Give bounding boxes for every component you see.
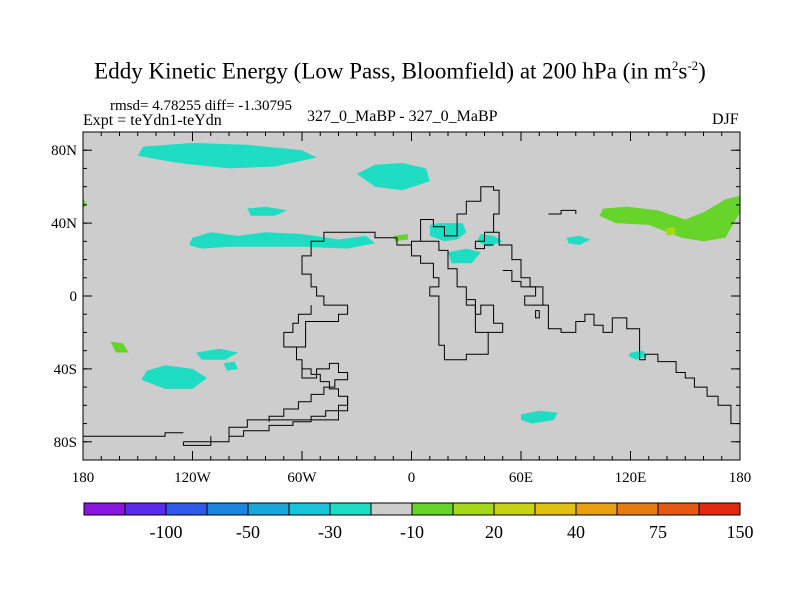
coastline-11 — [466, 299, 504, 333]
chart-title: Eddy Kinetic Energy (Low Pass, Bloomfiel… — [94, 58, 706, 84]
contour-region-southpac-negative-1 — [141, 365, 208, 389]
y-tick-label: 0 — [70, 289, 78, 305]
coastline-8 — [474, 231, 494, 250]
coastline-2 — [268, 362, 349, 422]
colorbar-swatch-3 — [206, 502, 249, 516]
coastline-10 — [535, 310, 540, 319]
coastline-0 — [183, 231, 489, 443]
season-label: DJF — [712, 111, 739, 128]
colorbar-swatch-12 — [575, 502, 618, 516]
colorbar-swatch-11 — [534, 502, 577, 516]
y-tick-label: 40S — [54, 362, 77, 378]
y-tick-label: 40N — [51, 216, 77, 232]
coastline-4 — [83, 432, 184, 437]
colorbar-swatch-10 — [493, 502, 536, 516]
colorbar: -100 -50 -30 -10 20 40 75 150 — [83, 502, 754, 542]
contour-region-southpac-positive — [110, 341, 129, 353]
contour-region-southpac-negative-3 — [223, 361, 239, 371]
x-tick-label: 120W — [174, 470, 212, 486]
contour-region-indian-negative — [628, 350, 647, 360]
colorbar-swatch-8 — [411, 502, 454, 516]
contour-region-southpac-negative-2 — [196, 348, 239, 360]
contour-region-dateline-positive — [83, 197, 87, 209]
contour-region-westpac-inner-positive — [665, 226, 677, 236]
stats-line: rmsd= 4.78255 diff= -1.30795 — [110, 98, 293, 114]
contour-region-na-negative — [247, 206, 288, 216]
colorbar-label: 150 — [727, 522, 754, 542]
contour-region-mideast-negative — [448, 248, 481, 264]
contour-region-china-negative — [566, 235, 591, 245]
coastline-7 — [283, 305, 312, 348]
coastline-9 — [502, 270, 543, 306]
experiment-label: Expt = teYdn1-teYdn — [83, 112, 222, 129]
colorbar-label: 40 — [567, 522, 585, 542]
x-tick-label: 60W — [287, 470, 317, 486]
colorbar-swatch-15 — [698, 502, 741, 516]
colorbar-swatch-7 — [370, 502, 413, 516]
contour-region-southern-ocean-negative — [521, 410, 558, 424]
x-tick-label: 180 — [729, 470, 752, 486]
colorbar-swatch-4 — [247, 502, 290, 516]
contour-region-arctic-negative-2 — [356, 163, 430, 191]
coastline-3 — [182, 436, 212, 446]
y-tick-label: 80S — [54, 435, 77, 451]
colorbar-label: -50 — [236, 522, 260, 542]
coastline-6 — [548, 209, 577, 215]
colorbar-label: -100 — [150, 522, 183, 542]
contour-region-arctic-negative-1 — [137, 142, 317, 169]
x-tick-label: 60E — [509, 470, 533, 486]
contour-region-westpac-positive — [599, 195, 740, 242]
colorbar-swatch-1 — [124, 502, 167, 516]
colorbar-label: 20 — [485, 522, 503, 542]
colorbar-swatch-9 — [452, 502, 495, 516]
colorbar-swatch-2 — [165, 502, 208, 516]
colorbar-swatch-0 — [83, 502, 126, 516]
colorbar-swatch-14 — [657, 502, 700, 516]
coastline-5 — [420, 186, 741, 439]
x-tick-label: 120E — [615, 470, 647, 486]
x-tick-label: 0 — [408, 470, 416, 486]
colorbar-label: -10 — [400, 522, 424, 542]
plot-area: 180 120W 60W 0 60E 120E 180 80N 40N 0 40S 80S — [51, 131, 752, 486]
x-tick-label: 180 — [72, 470, 95, 486]
colorbar-swatch-6 — [329, 502, 372, 516]
case-label: 327_0_MaBP - 327_0_MaBP — [307, 108, 498, 125]
contour-region-asia-negative — [477, 234, 503, 247]
colorbar-label: 75 — [649, 522, 667, 542]
coastline-1 — [228, 396, 349, 437]
contour-region-pacific-negative — [188, 232, 375, 249]
y-tick-label: 80N — [51, 143, 77, 159]
colorbar-label: -30 — [318, 522, 342, 542]
colorbar-swatch-5 — [288, 502, 331, 516]
colorbar-swatch-13 — [616, 502, 659, 516]
